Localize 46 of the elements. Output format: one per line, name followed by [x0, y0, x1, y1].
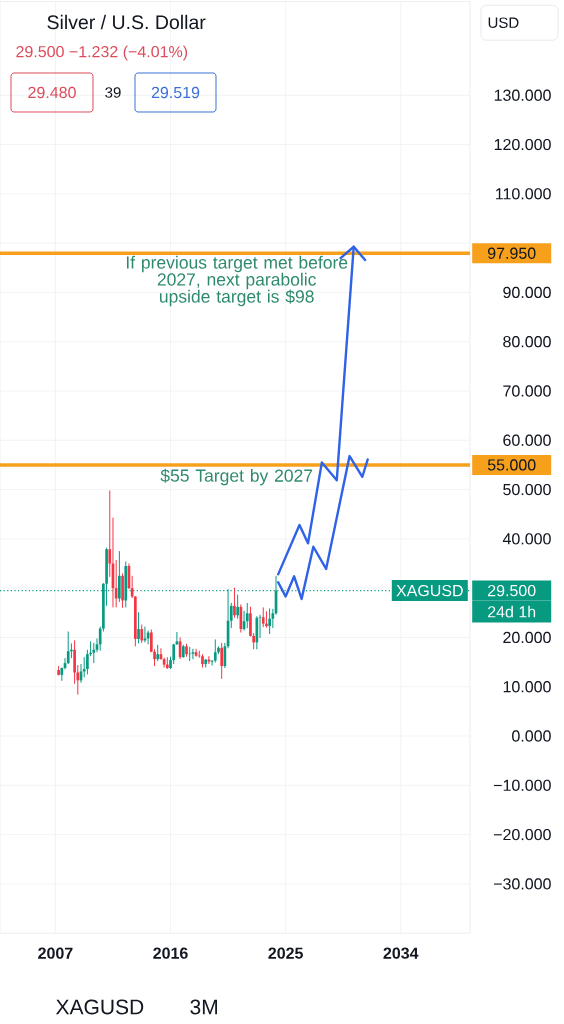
candlestick — [191, 648, 195, 660]
candlestick — [261, 606, 265, 628]
y-tick-label: 40.000 — [502, 533, 551, 545]
y-tick-label: −20.000 — [493, 828, 551, 841]
x-tick-label: 2007 — [38, 947, 73, 959]
text: USD — [488, 17, 519, 28]
x-tick-label: 2025 — [268, 947, 303, 959]
candlestick — [92, 642, 96, 664]
candlestick — [118, 550, 121, 603]
y-tick-label: 50.000 — [503, 483, 551, 496]
candlestick — [268, 607, 271, 635]
line-series — [276, 454, 369, 601]
y-tick-label: 70.000 — [503, 385, 551, 397]
text: 29.500 −1.232 (−4.01%) — [16, 45, 188, 61]
annotation: 39 — [105, 87, 121, 98]
y-tick-label: 80.000 — [503, 336, 551, 348]
y-tick-label: 0.000 — [512, 730, 551, 742]
ref-line-label: 29.500 — [488, 584, 536, 597]
candlestick — [236, 594, 239, 620]
candlestick — [245, 602, 249, 629]
y-tick-label: −30.000 — [493, 878, 551, 890]
annotation: 29.480 — [28, 86, 76, 99]
y-tick-label: 20.000 — [503, 631, 551, 644]
candlestick — [137, 611, 140, 644]
annotation: XAGUSD — [396, 584, 463, 597]
text: 24d 1h — [488, 605, 536, 618]
y-tick-label: 90.000 — [503, 286, 551, 299]
text: Silver / U.S. Dollar — [47, 14, 206, 30]
ref-line-label: 97.950 — [487, 247, 536, 259]
candlestick — [233, 587, 236, 619]
text: XAGUSD — [56, 999, 144, 1015]
candlestick — [258, 614, 262, 639]
text: 3M — [190, 999, 217, 1015]
x-tick-label: 2034 — [383, 947, 419, 959]
candlestick — [66, 631, 70, 665]
y-tick-label: 10.000 — [503, 681, 551, 693]
y-tick-label: 130.000 — [494, 89, 551, 101]
annotation: 29.519 — [151, 86, 200, 99]
y-tick-label: −10.000 — [493, 779, 551, 791]
annotation: If previous target met before 2027, next parabolic upside target is $98 — [126, 255, 348, 307]
ref-line-label: 55.000 — [487, 459, 536, 471]
annotation: $55 Target by 2027 — [160, 468, 313, 486]
y-tick-label: 110.000 — [496, 188, 551, 200]
y-tick-label: 60.000 — [503, 434, 551, 446]
x-tick-label: 2016 — [153, 947, 188, 959]
y-tick-label: 120.000 — [494, 138, 551, 151]
